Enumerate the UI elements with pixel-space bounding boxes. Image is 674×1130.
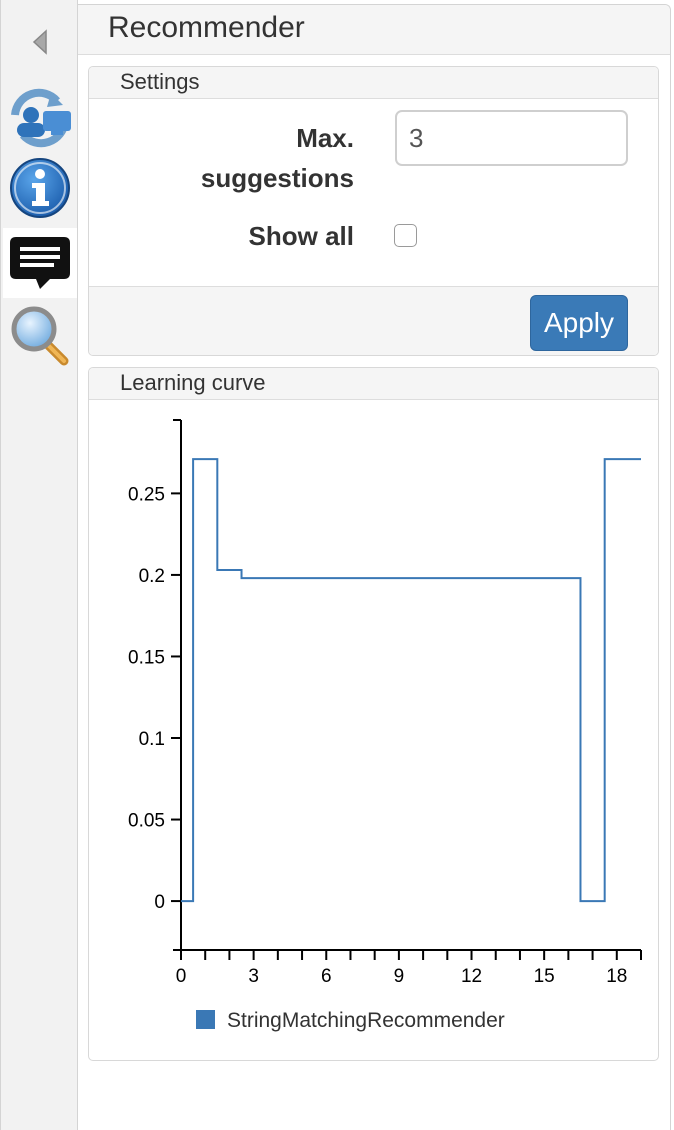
max-suggestions-label: Max. suggestions [201,118,354,198]
y-tick-label: 0.05 [128,811,165,832]
y-tick-label: 0.25 [128,484,165,505]
max-suggestions-label-line2: suggestions [200,163,354,193]
y-tick-label: 0.2 [139,566,165,587]
legend-label: StringMatchingRecommender [227,1009,505,1032]
triangle-left-icon [32,29,47,55]
max-suggestions-input[interactable] [395,110,628,166]
info-icon [10,158,70,218]
sync-users-icon [11,88,71,148]
sidebar-item-search[interactable] [3,302,77,368]
sidebar-collapse-button[interactable] [3,20,77,64]
series-line [181,458,641,903]
show-all-checkbox[interactable] [394,224,417,247]
learning-curve-chart: 0 0.05 0.1 0.15 0.2 0.25 0 3 6 9 12 15 18 StringMat… [128,419,642,1032]
max-suggestions-label-line1: Max. [296,123,354,153]
apply-button[interactable]: Apply [530,295,628,351]
x-tick-label: 3 [248,966,259,987]
settings-panel-title: Settings [89,67,658,99]
sidebar [0,0,78,1130]
magnifier-icon [11,306,69,366]
page-title: Recommender [78,5,670,55]
y-tick-label: 0.15 [128,647,165,668]
y-axis: 0 0.05 0.1 0.15 0.2 0.25 [128,419,182,951]
show-all-label: Show all [248,221,354,251]
x-tick-label: 18 [606,966,627,987]
chart-series [181,458,641,903]
chart-legend: StringMatchingRecommender [196,1009,505,1032]
y-tick-label: 0 [154,892,165,913]
sidebar-item-sync[interactable] [3,84,77,150]
speech-bubble-icon [10,237,70,289]
x-axis: 0 3 6 9 12 15 18 [176,949,642,987]
sidebar-item-info[interactable] [3,155,77,221]
y-tick-label: 0.1 [139,729,165,750]
x-tick-label: 6 [321,966,332,987]
settings-panel-footer: Apply [89,286,658,355]
x-tick-label: 15 [534,966,555,987]
legend-swatch [196,1010,215,1029]
settings-panel: Settings Max. suggestions Show all Apply [88,66,659,356]
x-tick-label: 9 [394,966,405,987]
recommender-panel: Recommender Settings Max. suggestions Sh… [78,4,671,1130]
x-tick-label: 12 [461,966,482,987]
sidebar-item-recommender[interactable] [3,228,77,298]
learning-curve-panel-title: Learning curve [89,368,658,400]
x-tick-label: 0 [176,966,187,987]
learning-curve-panel: Learning curve 0 0.05 0.1 0.15 0.2 0.25 0 3 6 9 1… [88,367,659,1061]
